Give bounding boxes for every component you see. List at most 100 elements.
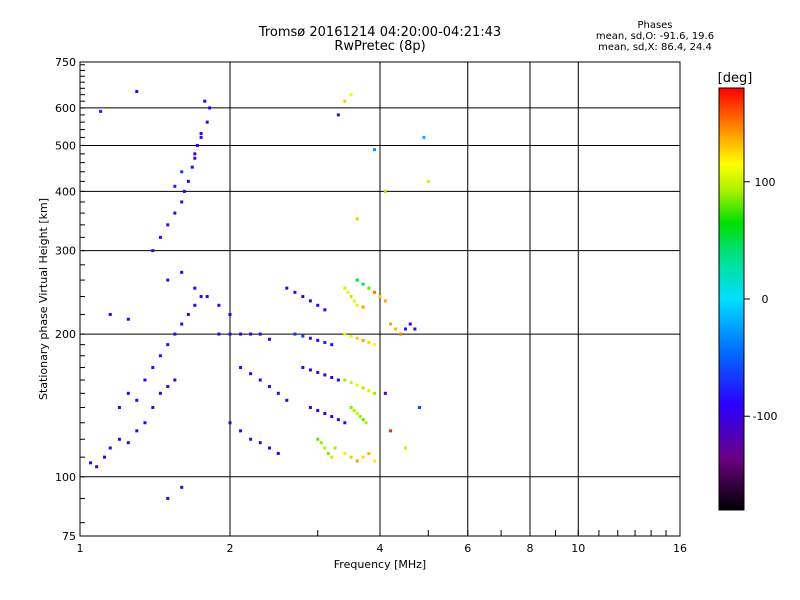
data-point (173, 184, 177, 188)
data-point (228, 312, 232, 316)
data-point (308, 368, 312, 372)
data-point (166, 496, 170, 500)
data-point (358, 415, 362, 419)
data-point (199, 295, 203, 299)
data-point (403, 327, 407, 331)
data-point (352, 408, 356, 412)
data-point (135, 429, 139, 433)
data-point (403, 446, 407, 450)
data-point (373, 148, 377, 152)
y-tick-label: 500 (55, 139, 76, 152)
data-point (228, 332, 232, 336)
data-point (413, 327, 417, 331)
data-point (343, 286, 347, 290)
data-point (308, 336, 312, 340)
data-point (417, 406, 421, 410)
data-point (143, 378, 147, 382)
data-point (193, 303, 197, 307)
data-point (323, 446, 327, 450)
colorbar (718, 87, 745, 511)
data-point (367, 451, 371, 455)
data-point (361, 338, 365, 342)
data-point (166, 343, 170, 347)
data-point (151, 406, 155, 410)
data-point (117, 406, 121, 410)
data-point (316, 370, 320, 374)
data-point (367, 340, 371, 344)
data-point (308, 406, 312, 410)
data-point (323, 308, 327, 312)
data-point (355, 336, 359, 340)
data-point (126, 391, 130, 395)
x-tick-label: 6 (464, 542, 471, 555)
data-point (378, 295, 382, 299)
data-point (361, 305, 365, 309)
data-point (217, 303, 221, 307)
colorbar-tick-label: 0 (762, 293, 769, 306)
data-point (330, 455, 334, 459)
y-tick-label: 75 (62, 530, 76, 543)
data-point (343, 332, 347, 336)
data-point (193, 152, 197, 156)
data-point (239, 366, 243, 370)
data-point (361, 282, 365, 286)
y-tick-label: 750 (55, 56, 76, 69)
data-point (367, 286, 371, 290)
data-point (330, 375, 334, 379)
data-point (316, 303, 320, 307)
colorbar-unit-label: [deg] (718, 71, 753, 86)
data-point (355, 217, 359, 221)
x-tick-label: 10 (571, 542, 585, 555)
data-point (316, 408, 320, 412)
data-point (103, 455, 107, 459)
data-point (364, 421, 368, 425)
data-point (316, 338, 320, 342)
data-point (349, 334, 353, 338)
data-point (361, 418, 365, 422)
data-point (193, 286, 197, 290)
data-point (135, 89, 139, 93)
colorbar-ticks: 100 0 -100 (744, 176, 777, 423)
data-point (336, 418, 340, 422)
data-point (180, 200, 184, 204)
data-point (367, 389, 371, 393)
data-point (355, 278, 359, 282)
x-tick-label: 8 (527, 542, 534, 555)
data-point (108, 446, 112, 450)
data-point (249, 437, 253, 441)
data-point (173, 332, 177, 336)
data-point (361, 386, 365, 390)
data-point (323, 411, 327, 415)
data-point (180, 170, 184, 174)
data-point (408, 322, 412, 326)
data-point (383, 391, 387, 395)
y-axis-title: Stationary phase Virtual Height [km] (37, 198, 50, 400)
data-point (126, 317, 130, 321)
phases-heading: Phases (637, 20, 673, 31)
x-tick-label: 1 (77, 542, 84, 555)
data-point (166, 223, 170, 227)
data-point (267, 337, 271, 341)
data-point (333, 446, 337, 450)
title-line-1: Tromsø 20161214 04:20:00-04:21:43 (258, 25, 502, 40)
data-point (349, 406, 353, 410)
data-point (361, 455, 365, 459)
data-point (108, 312, 112, 316)
data-point (355, 411, 359, 415)
data-point (343, 378, 347, 382)
data-point (301, 366, 305, 370)
data-point (394, 327, 398, 331)
data-point (228, 421, 232, 425)
data-point (383, 299, 387, 303)
data-point (336, 378, 340, 382)
phases-o-stats: mean, sd,O: -91.6, 19.6 (595, 31, 715, 42)
data-point (199, 131, 203, 135)
data-point (349, 93, 353, 97)
data-point (180, 270, 184, 274)
data-point (180, 485, 184, 489)
data-point (373, 459, 377, 463)
data-point (319, 441, 323, 445)
data-point (355, 383, 359, 387)
chart-title: Tromsø 20161214 04:20:00-04:21:43 RwPret… (230, 26, 530, 54)
data-point (389, 429, 393, 433)
